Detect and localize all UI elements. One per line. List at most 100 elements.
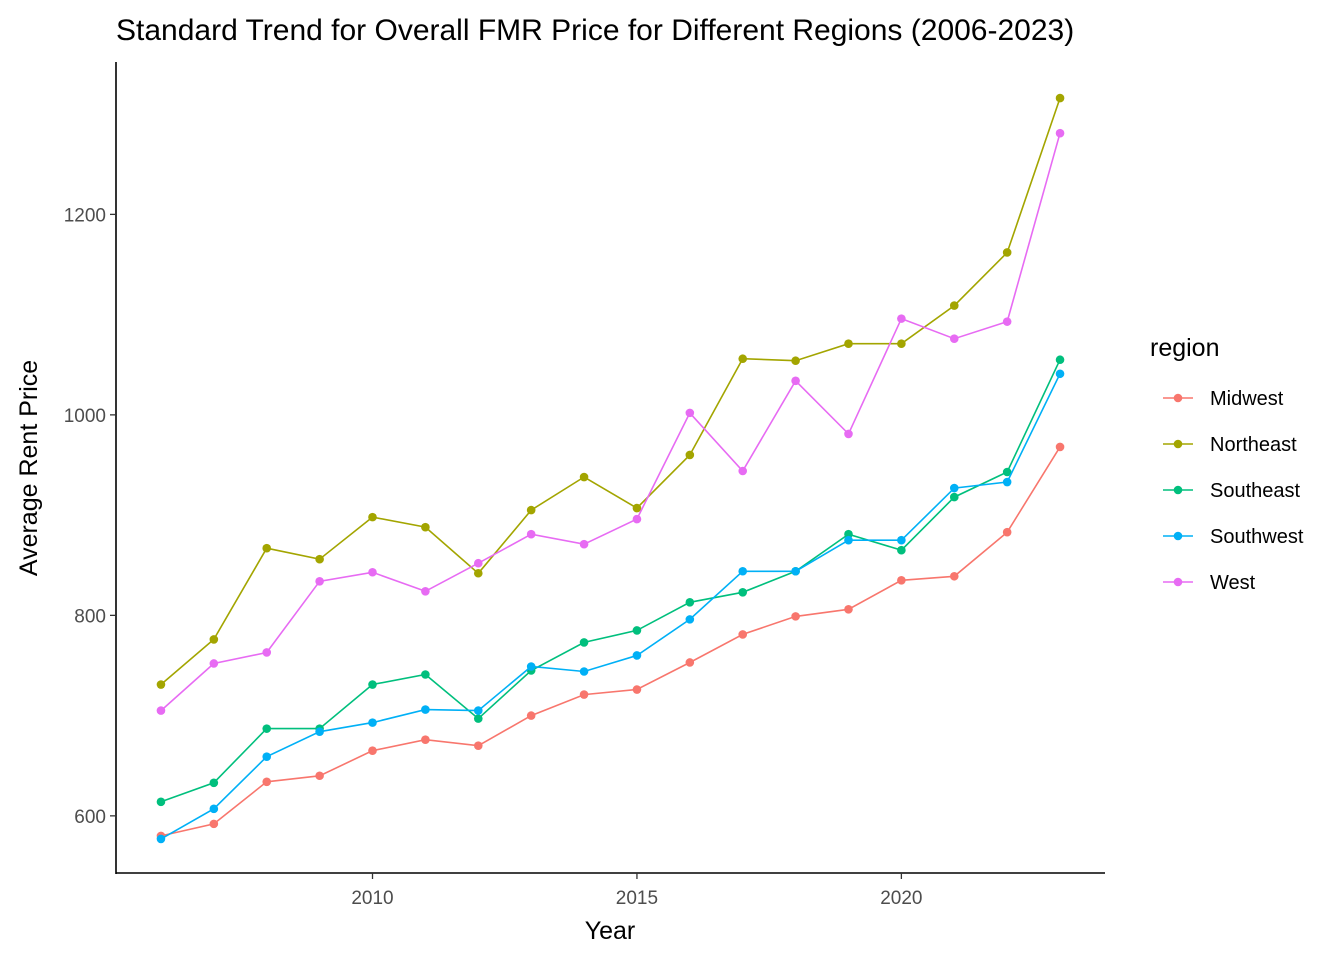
data-point-southeast <box>262 724 272 733</box>
series-southwest <box>156 369 1065 844</box>
y-ticks: 600 800 1000 1200 <box>64 205 116 828</box>
data-point-midwest <box>262 777 272 787</box>
data-point-southeast <box>738 588 748 597</box>
legend-label: Southeast <box>1210 480 1301 502</box>
series-southeast <box>156 355 1065 807</box>
x-tick-label: 2015 <box>616 888 658 909</box>
x-ticks: 2010 2015 2020 <box>351 873 923 909</box>
data-point-southwest <box>209 804 219 814</box>
data-point-west <box>632 514 642 524</box>
legend-label: Midwest <box>1210 388 1284 410</box>
data-point-southeast <box>421 670 430 679</box>
legend-label: Southwest <box>1210 526 1304 548</box>
data-point-west <box>897 314 906 323</box>
data-point-southwest <box>791 566 800 576</box>
data-point-southwest <box>1002 477 1012 487</box>
x-axis-title: Year <box>585 917 636 945</box>
data-point-midwest <box>897 575 906 585</box>
data-point-west <box>156 706 166 715</box>
y-axis-title: Average Rent Price <box>15 360 43 576</box>
series-line-northeast <box>160 97 1061 686</box>
data-point-northeast <box>526 505 536 515</box>
data-point-northeast <box>685 450 695 460</box>
data-point-southeast <box>579 638 589 647</box>
x-tick-label: 2010 <box>351 888 393 909</box>
data-point-midwest <box>1002 527 1012 537</box>
data-point-southeast <box>156 797 166 807</box>
data-point-west <box>421 587 430 596</box>
data-point-west <box>738 466 748 476</box>
legend-item-midwest: Midwest <box>1163 388 1284 410</box>
legend-item-west: West <box>1163 572 1256 594</box>
data-point-southeast <box>368 680 377 689</box>
series-west <box>156 128 1065 715</box>
data-point-west <box>791 376 800 386</box>
data-point-northeast <box>1055 93 1065 103</box>
y-tick-label: 600 <box>74 807 106 828</box>
data-point-northeast <box>791 356 800 366</box>
data-point-northeast <box>156 680 166 689</box>
legend-key-point <box>1173 577 1183 587</box>
data-point-west <box>262 648 272 657</box>
data-point-midwest <box>949 571 959 581</box>
data-point-northeast <box>897 339 906 348</box>
legend-item-southwest: Southwest <box>1163 526 1304 548</box>
data-point-midwest <box>632 685 642 694</box>
series-layer <box>156 93 1065 844</box>
data-point-west <box>1002 317 1012 326</box>
data-point-west <box>526 529 536 539</box>
data-point-southeast <box>473 714 483 723</box>
data-point-southwest <box>844 535 853 545</box>
data-point-southwest <box>473 706 483 715</box>
legend-items: Midwest Northeast Southeast Southwest West <box>1163 388 1304 594</box>
data-point-west <box>209 659 219 668</box>
data-point-southeast <box>1055 355 1065 365</box>
data-point-southeast <box>949 492 959 502</box>
data-point-midwest <box>368 746 377 755</box>
data-point-midwest <box>315 771 324 781</box>
series-northeast <box>156 93 1065 689</box>
data-point-northeast <box>949 301 959 310</box>
data-point-southwest <box>949 483 959 493</box>
data-point-southwest <box>738 566 748 576</box>
data-point-southwest <box>421 705 430 714</box>
legend-label: Northeast <box>1210 434 1297 456</box>
data-point-midwest <box>738 630 748 639</box>
data-point-midwest <box>844 605 853 614</box>
legend-item-northeast: Northeast <box>1163 434 1297 456</box>
data-point-southwest <box>526 662 536 671</box>
series-line-southwest <box>160 373 1061 840</box>
y-tick-label: 1200 <box>64 205 106 226</box>
legend: region Midwest Northeast Southeast Southwes… <box>1150 334 1304 594</box>
data-point-northeast <box>262 543 272 553</box>
data-point-southeast <box>897 545 906 555</box>
data-point-midwest <box>421 735 430 744</box>
series-line-midwest <box>160 446 1061 837</box>
legend-key-point <box>1173 393 1183 403</box>
y-tick-label: 1000 <box>64 406 106 427</box>
data-point-west <box>368 567 377 577</box>
x-tick-label: 2020 <box>880 888 922 909</box>
legend-key-point <box>1173 531 1183 541</box>
data-point-southwest <box>156 834 166 844</box>
legend-key-point <box>1173 485 1183 495</box>
chart-title: Standard Trend for Overall FMR Price for… <box>116 14 1074 47</box>
data-point-northeast <box>315 554 324 564</box>
data-point-midwest <box>1055 442 1065 452</box>
data-point-midwest <box>526 711 536 720</box>
data-point-southwest <box>368 718 377 727</box>
data-point-southeast <box>1002 467 1012 477</box>
data-point-southwest <box>897 535 906 545</box>
data-point-midwest <box>473 741 483 750</box>
data-point-southwest <box>579 667 589 676</box>
legend-title: region <box>1150 334 1220 362</box>
data-point-northeast <box>844 339 853 348</box>
data-point-northeast <box>1002 248 1012 257</box>
data-point-west <box>315 576 324 586</box>
data-point-west <box>685 408 695 418</box>
data-point-southwest <box>262 752 272 762</box>
y-tick-label: 800 <box>74 606 106 627</box>
data-point-southwest <box>315 727 324 736</box>
data-point-northeast <box>473 568 483 578</box>
